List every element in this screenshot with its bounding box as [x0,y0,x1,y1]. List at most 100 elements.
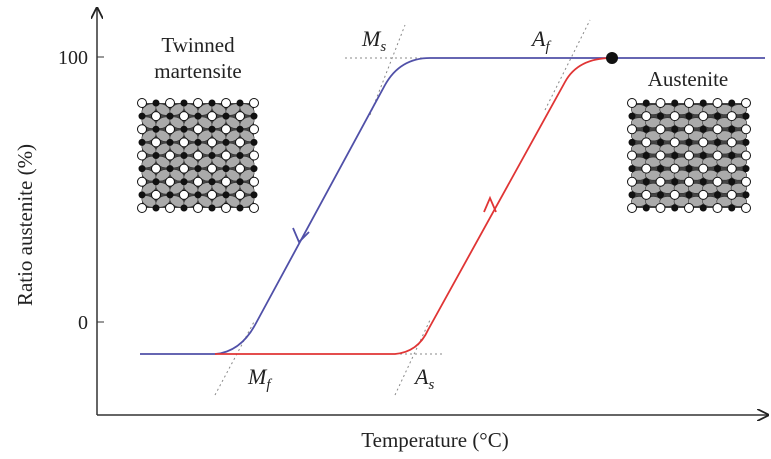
lattice-part [671,125,679,133]
lattice-part [684,203,694,213]
lattice-part [180,125,188,133]
lattice-part [166,191,174,199]
phase-label: Twinned [161,33,235,57]
lattice-part [685,191,693,199]
lattice-part [249,203,259,213]
lattice-part [179,163,189,174]
lattice-part [712,124,723,135]
tick-label: 100 [58,47,88,69]
lattice-part [641,137,652,148]
lattice-part [165,124,175,135]
label-mf: Mf [247,364,272,393]
lattice-part [165,98,175,108]
lattice-part [180,204,188,212]
lattice-part [138,191,146,199]
lattice-part [151,163,161,174]
lattice-part [221,124,231,135]
lattice-part [138,138,146,146]
lattice-part [728,152,736,159]
lattice-part [742,165,750,173]
lattice-part [193,98,203,108]
lattice-part [655,150,666,161]
lattice-part [152,178,160,186]
lattice-part [726,163,737,174]
lattice-part [684,150,694,161]
lattice-part [236,204,244,212]
lattice-part [222,112,230,120]
lattice-part [657,138,664,146]
lattice-part [152,99,160,107]
arrow [483,195,497,213]
lattice-part [628,165,636,173]
lattice-part [179,189,189,200]
lattice-part [249,150,259,161]
lattice-part [627,98,637,108]
tick-label: 0 [78,312,88,334]
lattice-part [671,204,679,212]
lattice-part [728,99,736,107]
lattice-part [180,178,188,186]
lattice-part [193,176,203,187]
lattice-part [742,138,750,146]
lattice-part [730,130,748,142]
lattice-part [726,189,737,200]
lattice-part [712,98,723,108]
lattice-part [221,98,231,108]
lattice-part [728,178,736,186]
lattice-part [151,111,161,122]
lattice-part [714,112,721,120]
lattice-part [166,138,174,146]
lattice [137,98,259,213]
lattice-part [236,178,244,186]
lattice-part [712,150,723,161]
lattice-part [194,138,202,146]
lattice-part [221,150,231,161]
lattice-part [221,203,231,213]
lattice-part [698,163,709,174]
lattice-part [194,191,202,199]
lattice-part [669,111,680,122]
lattice-part [641,163,652,174]
lattice-part [642,204,650,212]
construction-lines [205,19,610,396]
lattice-part [730,169,748,181]
lattice-part [642,152,650,159]
lattice-part [741,150,751,161]
lattice-part [250,191,258,199]
lattice-part [741,176,751,187]
y-axis-label: Ratio austenite (%) [13,144,37,306]
lattice-part [657,112,664,120]
lattice-part [669,163,680,174]
lattice-part [166,165,174,173]
lattice-part [152,125,160,133]
lattice-part [657,191,664,199]
lattice-part [193,150,203,161]
lattice-part [249,176,259,187]
lattice-part [194,112,202,120]
lattice-part [628,112,636,120]
lattice-part [730,104,748,115]
lattice-part [137,150,147,161]
lattice-part [728,125,736,133]
lattice-part [728,204,736,212]
lattice-part [726,111,737,122]
lattice-part [714,165,721,173]
lattice-part [730,196,748,207]
lattice-part [250,165,258,173]
lattice-part [221,176,231,187]
lattice-part [627,150,637,161]
lattice-part [151,189,161,200]
phase-label: Austenite [648,67,728,91]
lattice-part [235,163,245,174]
lattice-part [712,203,723,213]
lattice-part [726,137,737,148]
lattice-part [684,124,694,135]
lattice-part [250,138,258,146]
lattice-part [741,98,751,108]
lattice-part [657,165,664,173]
lattice [627,98,751,213]
lattice-part [235,189,245,200]
lattice-part [208,99,216,107]
lattice-part [222,165,230,173]
lattice-part [741,124,751,135]
